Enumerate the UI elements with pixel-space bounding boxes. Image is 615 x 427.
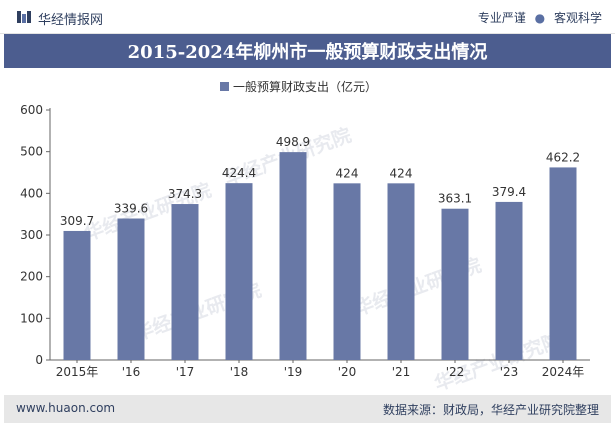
x-tick-label-6: '21	[392, 365, 411, 379]
bar-value-label-3: 424.4	[222, 166, 256, 180]
bar-3	[225, 183, 253, 360]
bar-0	[63, 230, 91, 360]
bar-9	[549, 167, 577, 360]
brand-name: 华经情报网	[38, 13, 104, 28]
top-bar: 华经情报网 专业严谨 ● 客观科学	[0, 0, 615, 34]
bar-value-label-4: 498.9	[276, 135, 310, 149]
bar-value-label-1: 339.6	[114, 202, 148, 216]
bar-2	[171, 204, 199, 360]
x-tick-label-5: '20	[338, 365, 357, 379]
y-tick-label-0: 0	[35, 353, 43, 367]
x-tick-label-4: '19	[284, 365, 303, 379]
y-tick-label-500: 500	[20, 145, 43, 159]
tagline-right: 客观科学	[553, 11, 602, 25]
bar-value-label-9: 462.2	[546, 150, 580, 164]
y-tick-label-200: 200	[20, 270, 43, 284]
bar-8	[495, 201, 523, 360]
bar-value-label-7: 363.1	[438, 192, 472, 206]
bar-6	[387, 183, 415, 360]
bar-7	[441, 208, 469, 360]
bar-value-label-0: 309.7	[60, 214, 94, 228]
bar-value-label-8: 379.4	[492, 185, 526, 199]
x-tick-label-0: 2015年	[56, 365, 99, 379]
x-tick-label-2: '17	[176, 365, 195, 379]
x-tick-label-8: '23	[500, 365, 519, 379]
y-tick-label-100: 100	[20, 311, 43, 325]
bar-value-label-6: 424	[390, 166, 413, 180]
tagline: 专业严谨 ● 客观科学	[478, 9, 602, 26]
x-tick-label-3: '18	[230, 365, 249, 379]
tagline-left: 专业严谨	[477, 11, 526, 25]
logo-icon	[17, 11, 31, 23]
x-tick-label-7: '22	[446, 365, 465, 379]
bar-value-label-2: 374.3	[168, 187, 202, 201]
chart-title: 2015-2024年柳州市一般预算财政支出情况	[127, 42, 488, 63]
bar-value-label-5: 424	[336, 166, 359, 180]
title-bar: 2015-2024年柳州市一般预算财政支出情况	[4, 34, 611, 68]
footer-url[interactable]: www.huaon.com	[16, 401, 116, 415]
data-source: 数据来源：财政局，华经产业研究院整理	[382, 403, 599, 417]
footer-bar: www.huaon.com 数据来源：财政局，华经产业研究院整理	[4, 395, 611, 423]
bar-5	[333, 183, 361, 360]
x-tick-label-9: 2024年	[542, 365, 585, 379]
y-tick-label-600: 600	[20, 103, 43, 117]
bar-chart: 华经产业研究院华经产业研究院华经产业研究院华经产业研究院华经产业研究院一般预算财…	[20, 79, 590, 395]
legend-label: 一般预算财政支出（亿元）	[233, 79, 377, 94]
x-tick-label-1: '16	[122, 365, 141, 379]
y-tick-label-400: 400	[20, 186, 43, 200]
bar-1	[117, 218, 145, 360]
y-tick-label-300: 300	[20, 228, 43, 242]
bar-4	[279, 152, 307, 360]
legend-swatch	[220, 82, 229, 91]
separator-dot-icon: ●	[534, 11, 546, 25]
